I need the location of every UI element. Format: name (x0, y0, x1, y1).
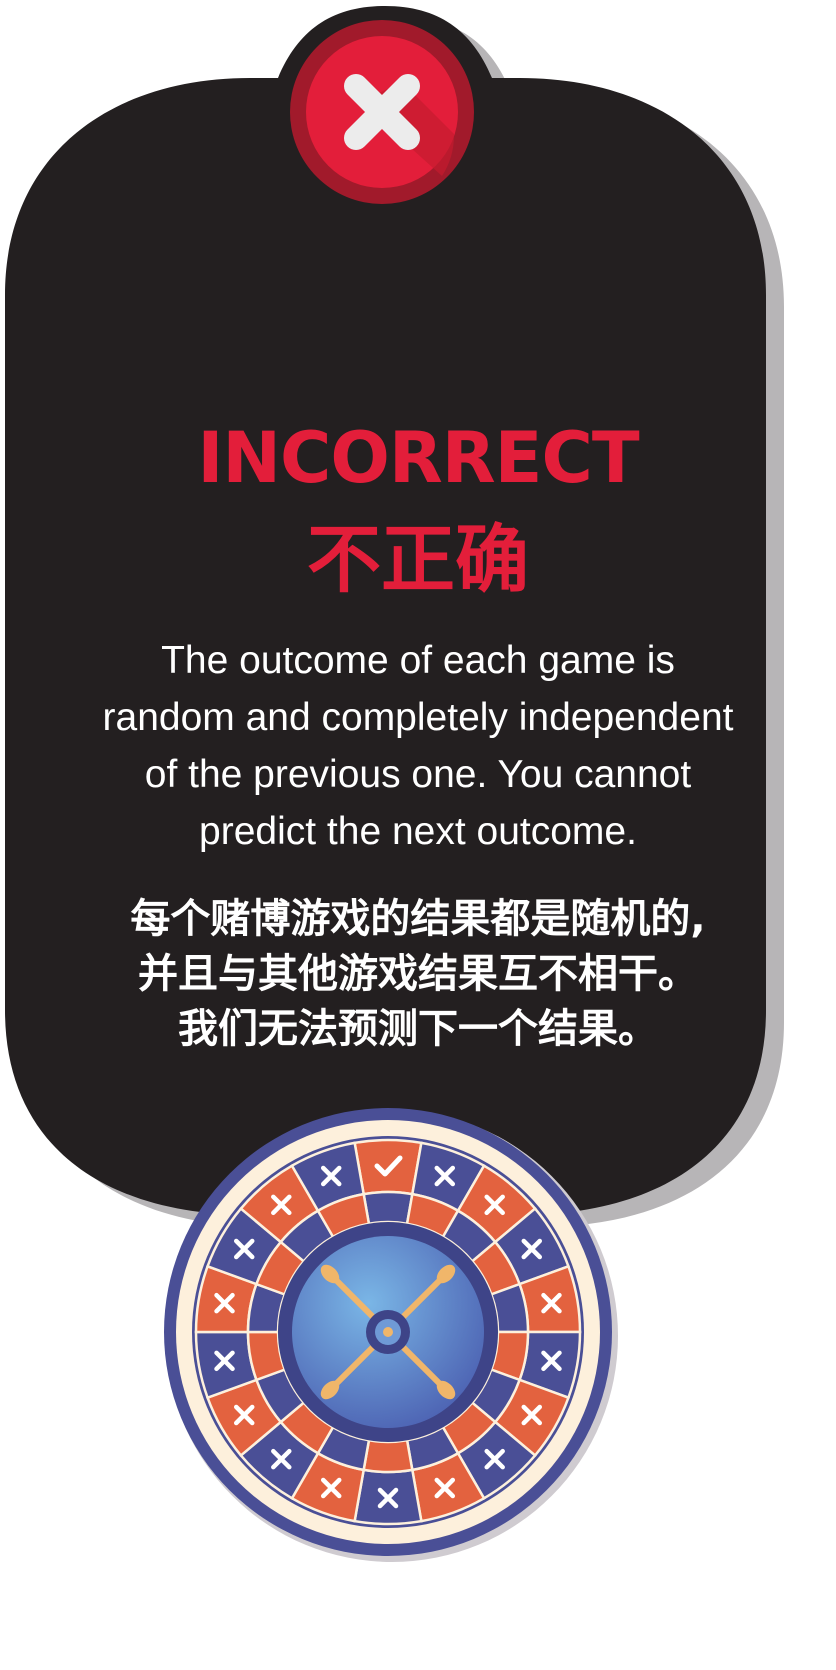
x-mark-icon (541, 1292, 562, 1314)
message-chinese-line: 每个赌博游戏的结果都是随机的, (130, 896, 706, 942)
x-mark-icon (320, 1477, 342, 1499)
x-mark-icon (214, 1292, 235, 1314)
card-shape (5, 6, 766, 1215)
wheel-spindle-knob (436, 1380, 456, 1400)
close-x-icon (290, 20, 474, 204)
message-english-line: of the previous one. You cannot (144, 753, 692, 796)
result-title-chinese: 不正确 (307, 517, 529, 603)
wheel-spindle-knob (436, 1264, 456, 1284)
message-english-line: predict the next outcome. (199, 810, 637, 853)
x-mark-icon (521, 1404, 543, 1426)
x-mark-icon (434, 1477, 456, 1499)
x-mark-icon (521, 1238, 543, 1260)
wheel-center-pin (383, 1327, 393, 1337)
x-mark-icon (271, 1448, 292, 1470)
x-mark-icon (484, 1448, 505, 1470)
x-mark-icon (434, 1165, 456, 1187)
message-english: The outcome of each game is random and c… (0, 632, 836, 860)
message-chinese: 每个赌博游戏的结果都是随机的, 并且与其他游戏结果互不相干。 我们无法预测下一个… (0, 892, 836, 1057)
message-english-line: The outcome of each game is (161, 639, 675, 682)
x-mark-icon (214, 1350, 235, 1372)
x-mark-icon (484, 1194, 505, 1216)
x-mark-icon (271, 1194, 292, 1216)
wheel-inner-pocket (362, 1438, 414, 1474)
message-chinese-line: 我们无法预测下一个结果。 (178, 1006, 658, 1052)
wheel-spindle-knob (320, 1264, 340, 1284)
message-english-line: random and completely independent (102, 696, 734, 739)
wheel-inner-pocket (362, 1190, 414, 1226)
message-chinese-line: 并且与其他游戏结果互不相干。 (138, 951, 698, 997)
result-title-english: INCORRECT (197, 417, 639, 499)
roulette-wheel-illustration (164, 1108, 618, 1562)
x-mark-icon (233, 1238, 255, 1260)
x-mark-icon (541, 1350, 562, 1372)
card-background (5, 6, 766, 1215)
check-mark-icon (374, 1155, 403, 1177)
badge-x-mark (344, 74, 420, 150)
wheel-pocket (353, 1138, 423, 1196)
x-mark-icon (233, 1404, 255, 1426)
wheel-spindle-knob (320, 1380, 340, 1400)
x-mark-icon (377, 1487, 399, 1509)
x-mark-icon (320, 1165, 342, 1187)
